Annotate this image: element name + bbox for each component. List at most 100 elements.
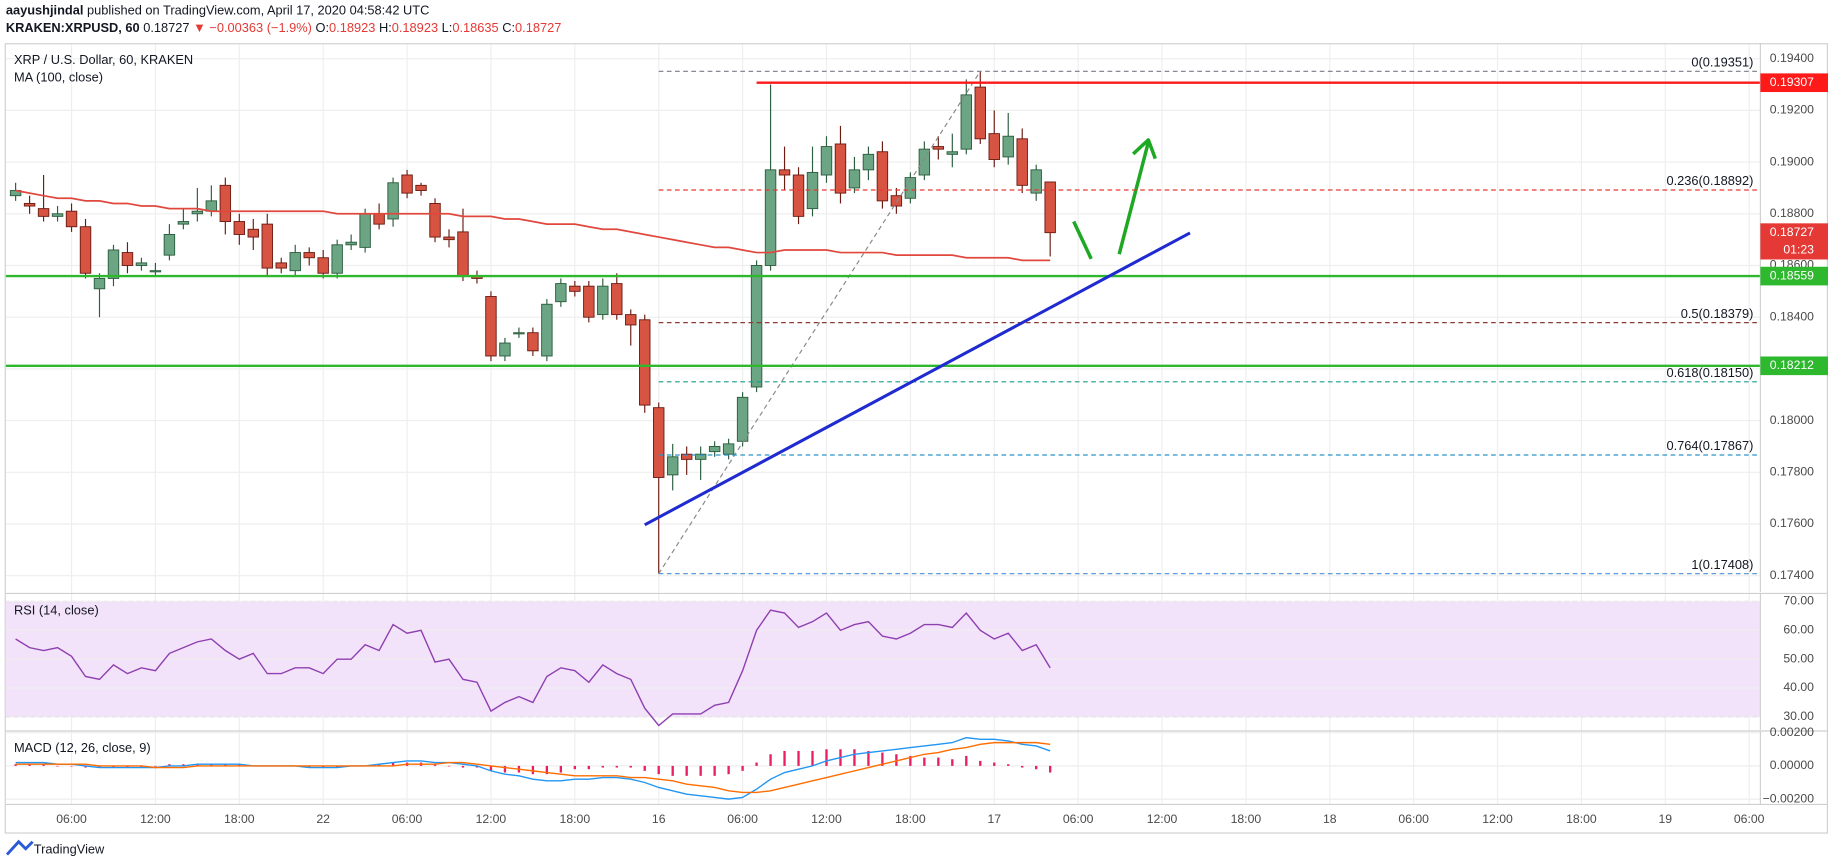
x-tick-label: 22 (316, 812, 330, 826)
candle-body (960, 94, 973, 150)
macd-histogram-bar (741, 765, 744, 771)
ohlc-h-key: H: (379, 21, 392, 36)
macd-histogram-bar (615, 765, 618, 768)
candle-body (834, 143, 847, 194)
candle-body (946, 151, 959, 155)
candle-body (513, 332, 525, 335)
x-tick-label: 18:00 (1231, 812, 1262, 826)
macd-histogram-bar (112, 765, 115, 768)
logo-mark (5, 839, 34, 856)
fib-label: 0.618(0.18150) (1666, 365, 1753, 380)
x-tick-label: 17 (987, 812, 1001, 826)
y-tick-label: 0.17800 (1770, 465, 1814, 479)
macd-histogram-bar (769, 754, 772, 766)
moving-average (15, 189, 1051, 262)
candle-body (1016, 138, 1028, 186)
candle-body (373, 213, 385, 225)
candle-body (625, 314, 637, 326)
candle-body (848, 169, 861, 189)
macd-histogram-bar (993, 762, 996, 766)
candle-body (499, 342, 511, 357)
overlays: 0(0.19351) 0.236(0.18892) 0.5(0.18379) 0.61… (5, 55, 1761, 575)
x-tick-label: 18:00 (1566, 812, 1597, 826)
candle-body (722, 443, 735, 455)
last-price-label: 0.18727 (1770, 225, 1814, 239)
change: ▼ −0.00363 (−1.9%) (193, 21, 312, 36)
y-tick-label: 50.00 (1783, 651, 1814, 665)
y-tick-label: 0.18000 (1770, 413, 1814, 427)
level-badge-label: 0.18212 (1770, 358, 1814, 372)
pane-title: XRP / U.S. Dollar, 60, KRAKEN (14, 52, 193, 67)
pane-title: RSI (14, close) (14, 602, 99, 617)
x-tick-label: 12:00 (811, 812, 842, 826)
x-tick-label: 18:00 (224, 812, 255, 826)
candle-body (918, 148, 931, 176)
candle-body (974, 86, 986, 140)
candle-body (666, 456, 679, 476)
fib-label: 0.764(0.17867) (1666, 438, 1753, 453)
macd-histogram-bar (1035, 765, 1038, 770)
y-tick-label: 0.18800 (1770, 206, 1814, 220)
candle-body (457, 231, 469, 277)
brand: TradingView (34, 841, 105, 856)
symbol: KRAKEN:XRPUSD, 60 (6, 21, 140, 36)
macd-histogram-bar (867, 750, 870, 766)
rsi-line (15, 609, 1051, 727)
macd-histogram-bar (699, 765, 702, 776)
macd-histogram-bar (377, 764, 381, 766)
candle-body (443, 236, 455, 241)
last-price-badge (1760, 223, 1828, 260)
macd-histogram-bar (475, 765, 479, 768)
candle-body (387, 182, 399, 220)
macd-histogram-bar (629, 765, 632, 768)
macd-histogram-bar (42, 764, 45, 766)
published: published on TradingView.com, April 17, … (87, 3, 429, 18)
macd-histogram-bar (140, 765, 143, 768)
y-tick-label: 70.00 (1783, 594, 1814, 608)
macd-histogram-bar (503, 765, 507, 773)
macd-histogram-bar (573, 765, 577, 770)
candle-body (862, 153, 875, 171)
level-badge-label: 0.18559 (1770, 268, 1814, 282)
last: 0.18727 (143, 21, 189, 36)
macd-histogram-bar (657, 765, 660, 775)
candle-body (317, 257, 329, 274)
y-tick-label: −0.00200 (1763, 791, 1815, 805)
y-tick-label: 0.00200 (1770, 725, 1814, 739)
candle-body (79, 226, 92, 274)
level-badge (1760, 73, 1828, 93)
x-tick-label: 06:00 (1398, 812, 1429, 826)
candle-body (639, 319, 651, 406)
candle-body (932, 146, 945, 150)
candle-body (750, 265, 763, 388)
x-tick-label: 18 (1323, 812, 1337, 826)
level-badge (1760, 266, 1828, 286)
macd-histogram-bar (126, 765, 129, 768)
x-tick-label: 12:00 (140, 812, 171, 826)
y-tick-label: 0.19200 (1770, 103, 1814, 117)
macd-histogram-bar (322, 765, 325, 768)
candle-body (275, 262, 287, 269)
ohlc-o: 0.18923 (329, 21, 375, 36)
ohlc-o-key: O: (316, 21, 330, 36)
macd-histogram-bar (811, 750, 814, 766)
candle-body (121, 252, 134, 266)
macd-histogram-bar (881, 752, 884, 766)
macd-histogram-bar (196, 764, 199, 766)
macd-histogram-bar (489, 765, 493, 771)
x-tick-label: 06:00 (727, 812, 758, 826)
y-tick-label: 0.00000 (1770, 758, 1814, 772)
projection-arrow-up (1117, 138, 1157, 255)
macd-histogram-bar (168, 764, 171, 766)
x-tick-label: 12:00 (476, 812, 507, 826)
candle-body (149, 270, 162, 273)
y-tick-label: 0.19000 (1770, 154, 1814, 168)
candle-body (429, 202, 441, 238)
macd-histogram-bar (238, 764, 241, 766)
candle-body (233, 221, 246, 235)
candle-body (680, 453, 693, 460)
y-tick-label: 0.17600 (1770, 516, 1814, 530)
candle-body (583, 285, 595, 318)
candle-body (289, 252, 301, 272)
